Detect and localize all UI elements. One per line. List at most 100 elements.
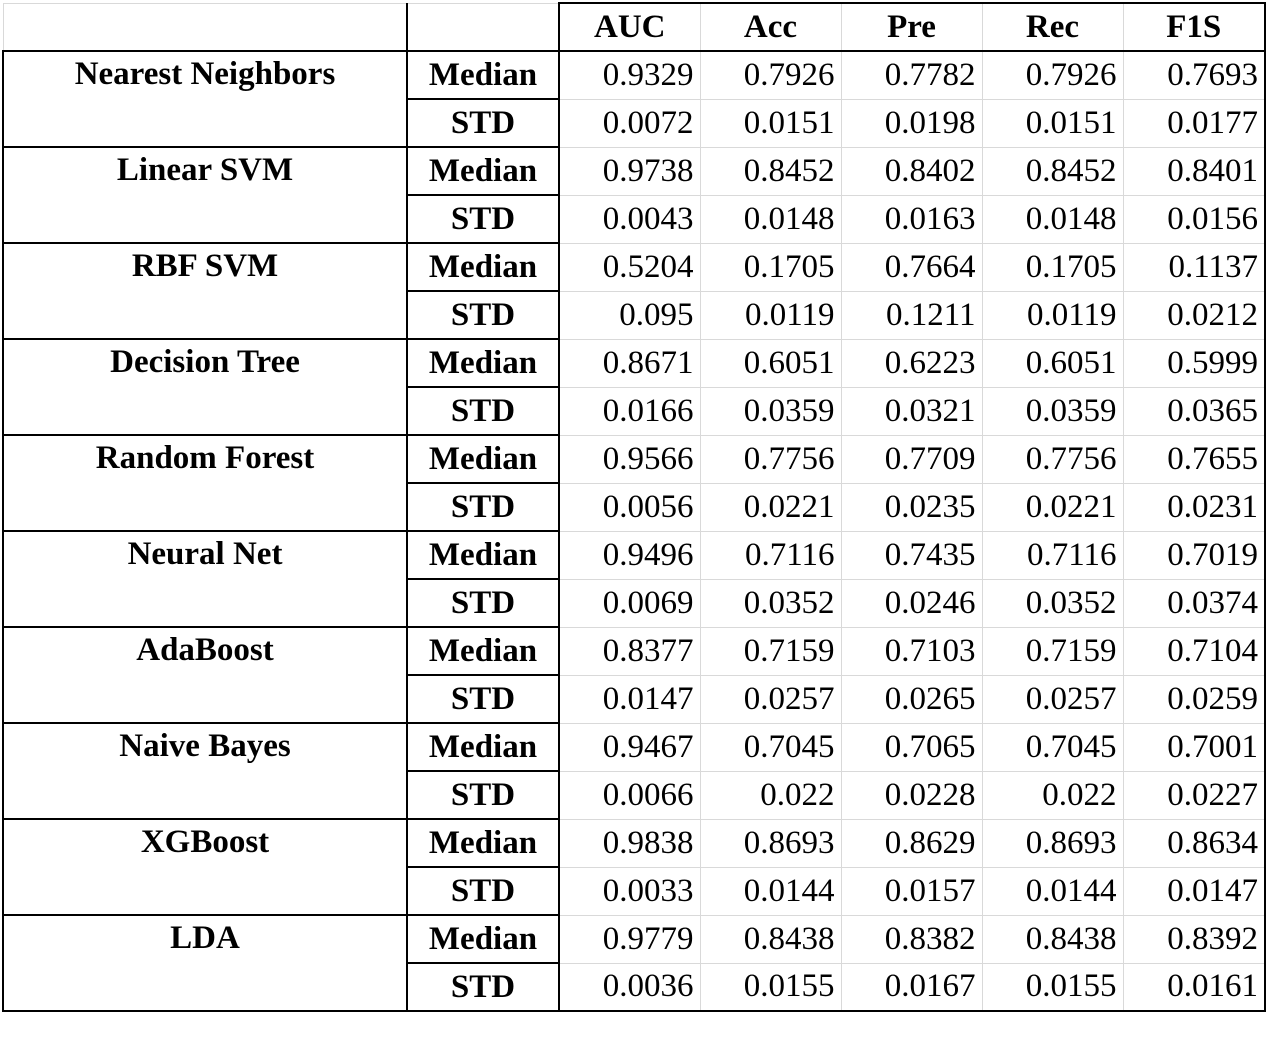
std-value-cell: 0.0352 [699, 578, 842, 628]
std-value-cell: 0.0166 [558, 386, 701, 436]
median-value-cell: 0.7664 [840, 242, 983, 292]
table-row-median-adaboost: AdaBoost Median 0.8377 0.7159 0.7103 0.7159 0.… [2, 626, 1266, 724]
table-row-std-random-forest: STD 0.0056 0.0221 0.0235 0.0221 0.0231 [3, 482, 1266, 532]
std-value-cell: 0.0119 [981, 290, 1124, 340]
std-value-cell: 0.0359 [699, 386, 842, 436]
median-value-cell: 0.7756 [981, 434, 1124, 484]
std-value-cell: 0.0161 [1122, 962, 1266, 1012]
std-value-cell: 0.022 [981, 770, 1124, 820]
std-value-cell: 0.0365 [1122, 386, 1266, 436]
std-value-cell: 0.0221 [699, 482, 842, 532]
std-value-cell: 0.0265 [840, 674, 983, 724]
header-f1s: F1S [1122, 2, 1266, 52]
median-value-cell: 0.8402 [840, 146, 983, 196]
std-value-cell: 0.0257 [981, 674, 1124, 724]
stat-label-std: STD [406, 578, 560, 628]
stat-label-median: Median [406, 722, 560, 772]
table-row-median-linear-svm: Linear SVM Median 0.9738 0.8452 0.8402 0.8452… [2, 146, 1266, 244]
std-value-cell: 0.0177 [1122, 98, 1266, 148]
table-row-median-nearest-neighbors: Nearest Neighbors Median 0.9329 0.7926 0.778… [2, 50, 1266, 148]
stat-label-median: Median [406, 146, 560, 196]
median-value-cell: 0.8438 [981, 914, 1124, 964]
model-name-rbf-svm: RBF SVM [2, 242, 408, 340]
median-value-cell: 0.9738 [558, 146, 701, 196]
median-value-cell: 0.7103 [840, 626, 983, 676]
model-name-random-forest: Random Forest [2, 434, 408, 532]
median-value-cell: 0.9496 [558, 530, 701, 580]
std-value-cell: 0.0198 [840, 98, 983, 148]
std-value-cell: 0.0374 [1122, 578, 1266, 628]
median-value-cell: 0.7435 [840, 530, 983, 580]
std-value-cell: 0.095 [558, 290, 701, 340]
std-value-cell: 0.0352 [981, 578, 1124, 628]
std-value-cell: 0.0163 [840, 194, 983, 244]
std-value-cell: 0.0246 [840, 578, 983, 628]
header-blank-model [2, 2, 408, 52]
median-value-cell: 0.9779 [558, 914, 701, 964]
stat-label-std: STD [406, 674, 560, 724]
median-value-cell: 0.7019 [1122, 530, 1266, 580]
median-value-cell: 0.7926 [981, 50, 1124, 100]
std-value-cell: 0.0221 [981, 482, 1124, 532]
std-value-cell: 0.0069 [558, 578, 701, 628]
std-value-cell: 0.0228 [840, 770, 983, 820]
std-value-cell: 0.022 [699, 770, 842, 820]
median-value-cell: 0.9467 [558, 722, 701, 772]
std-value-cell: 0.0259 [1122, 674, 1266, 724]
std-value-cell: 0.0231 [1122, 482, 1266, 532]
model-name-decision-tree: Decision Tree [2, 338, 408, 436]
median-value-cell: 0.8693 [699, 818, 842, 868]
std-value-cell: 0.0235 [840, 482, 983, 532]
std-value-cell: 0.0147 [1122, 866, 1266, 916]
median-value-cell: 0.8634 [1122, 818, 1266, 868]
table-row-median-rbf-svm: RBF SVM Median 0.5204 0.1705 0.7664 0.1705 0.1… [2, 242, 1266, 340]
median-value-cell: 0.7782 [840, 50, 983, 100]
std-value-cell: 0.0157 [840, 866, 983, 916]
table-row-median-random-forest: Random Forest Median 0.9566 0.7756 0.7709 0.7… [2, 434, 1266, 532]
std-value-cell: 0.0359 [981, 386, 1124, 436]
median-value-cell: 0.7655 [1122, 434, 1266, 484]
table-row-median-xgboost: XGBoost Median 0.9838 0.8693 0.8629 0.8693 0.8… [2, 818, 1266, 916]
stat-label-std: STD [406, 482, 560, 532]
std-value-cell: 0.0147 [558, 674, 701, 724]
median-value-cell: 0.7104 [1122, 626, 1266, 676]
std-value-cell: 0.0056 [558, 482, 701, 532]
median-value-cell: 0.7159 [981, 626, 1124, 676]
median-value-cell: 0.8629 [840, 818, 983, 868]
std-value-cell: 0.0212 [1122, 290, 1266, 340]
stat-label-median: Median [406, 818, 560, 868]
median-value-cell: 0.1705 [981, 242, 1124, 292]
median-value-cell: 0.7065 [840, 722, 983, 772]
table-row-std-decision-tree: STD 0.0166 0.0359 0.0321 0.0359 0.0365 [3, 386, 1266, 436]
results-table: AUC Acc Pre Rec F1S Nearest Neighbors Med… [2, 2, 1266, 1012]
median-value-cell: 0.7693 [1122, 50, 1266, 100]
stat-label-median: Median [406, 914, 560, 964]
stat-label-std: STD [406, 866, 560, 916]
std-value-cell: 0.0155 [699, 962, 842, 1012]
median-value-cell: 0.1705 [699, 242, 842, 292]
std-value-cell: 0.0227 [1122, 770, 1266, 820]
header-blank-stat [406, 2, 560, 52]
std-value-cell: 0.1211 [840, 290, 983, 340]
median-value-cell: 0.6223 [840, 338, 983, 388]
median-value-cell: 0.7001 [1122, 722, 1266, 772]
median-value-cell: 0.7756 [699, 434, 842, 484]
model-name-adaboost: AdaBoost [2, 626, 408, 724]
median-value-cell: 0.8401 [1122, 146, 1266, 196]
table-row-std-xgboost: STD 0.0033 0.0144 0.0157 0.0144 0.0147 [3, 866, 1266, 916]
median-value-cell: 0.8671 [558, 338, 701, 388]
median-value-cell: 0.9566 [558, 434, 701, 484]
std-value-cell: 0.0321 [840, 386, 983, 436]
median-value-cell: 0.6051 [699, 338, 842, 388]
std-value-cell: 0.0144 [981, 866, 1124, 916]
median-value-cell: 0.8438 [699, 914, 842, 964]
stat-label-std: STD [406, 290, 560, 340]
median-value-cell: 0.8392 [1122, 914, 1266, 964]
header-auc: AUC [558, 2, 701, 52]
stat-label-std: STD [406, 386, 560, 436]
std-value-cell: 0.0119 [699, 290, 842, 340]
stat-label-std: STD [406, 194, 560, 244]
stat-label-median: Median [406, 530, 560, 580]
median-value-cell: 0.7045 [699, 722, 842, 772]
median-value-cell: 0.9329 [558, 50, 701, 100]
